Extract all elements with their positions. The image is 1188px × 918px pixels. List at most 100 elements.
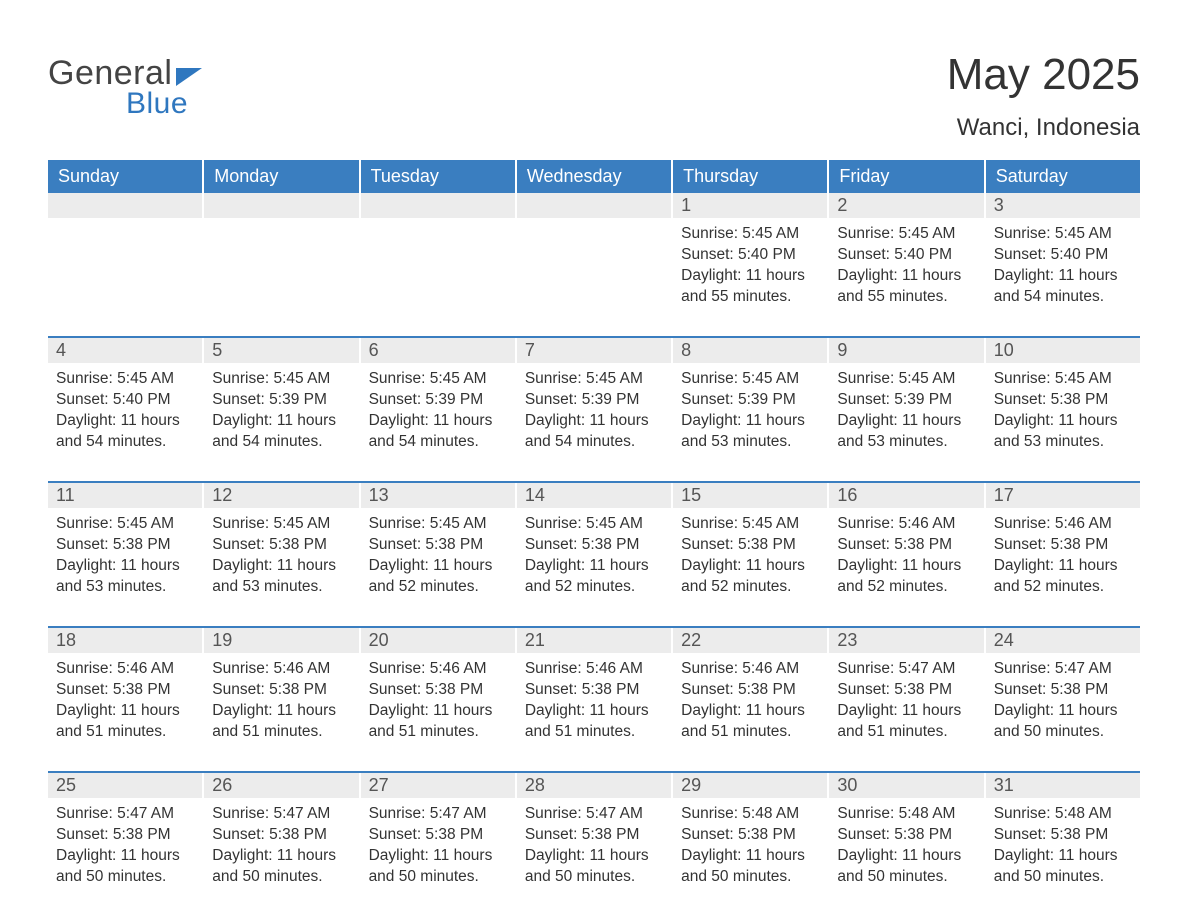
day-info-line: Sunset: 5:38 PM xyxy=(369,825,507,846)
day-info-line: Sunset: 5:39 PM xyxy=(212,390,350,411)
day-info-line: and 51 minutes. xyxy=(681,722,819,743)
day-cell: Sunrise: 5:45 AMSunset: 5:38 PMDaylight:… xyxy=(517,508,671,612)
day-cell: Sunrise: 5:46 AMSunset: 5:38 PMDaylight:… xyxy=(48,653,202,757)
day-info-line: Sunrise: 5:46 AM xyxy=(369,659,507,680)
day-info-line: Sunrise: 5:45 AM xyxy=(994,369,1132,390)
day-number: 3 xyxy=(986,193,1140,218)
day-number xyxy=(361,193,515,218)
day-info-line: Daylight: 11 hours xyxy=(212,701,350,722)
day-number: 6 xyxy=(361,338,515,363)
day-info-line: Sunrise: 5:45 AM xyxy=(681,369,819,390)
day-number: 18 xyxy=(48,628,202,653)
day-cell: Sunrise: 5:45 AMSunset: 5:38 PMDaylight:… xyxy=(48,508,202,612)
day-cell: Sunrise: 5:45 AMSunset: 5:40 PMDaylight:… xyxy=(673,218,827,322)
day-info-line: Sunrise: 5:45 AM xyxy=(681,224,819,245)
day-info-line: Daylight: 11 hours xyxy=(212,556,350,577)
day-number: 11 xyxy=(48,483,202,508)
weekday-header: Wednesday xyxy=(517,160,671,193)
day-info-line: Sunrise: 5:45 AM xyxy=(525,514,663,535)
day-info-line: Sunrise: 5:45 AM xyxy=(212,514,350,535)
day-info-line: and 53 minutes. xyxy=(837,432,975,453)
day-info-line: Sunrise: 5:46 AM xyxy=(56,659,194,680)
day-info-line: Sunrise: 5:46 AM xyxy=(212,659,350,680)
day-info-line: Sunset: 5:39 PM xyxy=(369,390,507,411)
day-info-line: and 54 minutes. xyxy=(56,432,194,453)
day-info-line: Sunrise: 5:46 AM xyxy=(994,514,1132,535)
month-title: May 2025 xyxy=(947,50,1140,100)
day-info-line: Sunset: 5:38 PM xyxy=(994,680,1132,701)
day-cell: Sunrise: 5:46 AMSunset: 5:38 PMDaylight:… xyxy=(204,653,358,757)
day-info-line: Sunrise: 5:48 AM xyxy=(837,804,975,825)
day-info-line: and 51 minutes. xyxy=(56,722,194,743)
day-info-line: Daylight: 11 hours xyxy=(212,846,350,867)
day-number: 25 xyxy=(48,773,202,798)
day-number: 2 xyxy=(829,193,983,218)
day-info-line: Daylight: 11 hours xyxy=(837,266,975,287)
day-info-line: Sunrise: 5:46 AM xyxy=(837,514,975,535)
day-info-line: and 54 minutes. xyxy=(525,432,663,453)
day-info-line: and 50 minutes. xyxy=(681,867,819,888)
day-cell: Sunrise: 5:47 AMSunset: 5:38 PMDaylight:… xyxy=(48,798,202,902)
day-info-line: Daylight: 11 hours xyxy=(56,701,194,722)
day-info-line: Daylight: 11 hours xyxy=(369,846,507,867)
day-info-line: and 53 minutes. xyxy=(56,577,194,598)
day-cell xyxy=(204,218,358,322)
day-info-line: Daylight: 11 hours xyxy=(681,556,819,577)
day-info-line: Daylight: 11 hours xyxy=(525,556,663,577)
day-info-line: Daylight: 11 hours xyxy=(56,556,194,577)
day-info-line: Daylight: 11 hours xyxy=(525,701,663,722)
day-info-line: and 50 minutes. xyxy=(212,867,350,888)
weekday-header: Sunday xyxy=(48,160,202,193)
day-cell: Sunrise: 5:45 AMSunset: 5:39 PMDaylight:… xyxy=(204,363,358,467)
day-info-line: Sunset: 5:38 PM xyxy=(369,535,507,556)
day-number: 15 xyxy=(673,483,827,508)
day-info-line: Sunrise: 5:48 AM xyxy=(994,804,1132,825)
day-number: 30 xyxy=(829,773,983,798)
day-cell: Sunrise: 5:47 AMSunset: 5:38 PMDaylight:… xyxy=(829,653,983,757)
day-cell: Sunrise: 5:46 AMSunset: 5:38 PMDaylight:… xyxy=(829,508,983,612)
day-cell: Sunrise: 5:46 AMSunset: 5:38 PMDaylight:… xyxy=(517,653,671,757)
location-label: Wanci, Indonesia xyxy=(947,114,1140,142)
day-info-line: and 55 minutes. xyxy=(681,287,819,308)
day-info-line: and 51 minutes. xyxy=(212,722,350,743)
day-info-line: Sunset: 5:40 PM xyxy=(837,245,975,266)
day-info-line: Daylight: 11 hours xyxy=(56,846,194,867)
day-info-line: Sunrise: 5:45 AM xyxy=(369,514,507,535)
weekday-header: Thursday xyxy=(673,160,827,193)
day-cell xyxy=(361,218,515,322)
day-info-line: Sunset: 5:39 PM xyxy=(837,390,975,411)
weekday-header: Saturday xyxy=(986,160,1140,193)
day-info-line: Sunrise: 5:47 AM xyxy=(994,659,1132,680)
day-info-line: and 51 minutes. xyxy=(525,722,663,743)
day-number: 16 xyxy=(829,483,983,508)
day-number: 20 xyxy=(361,628,515,653)
day-number: 5 xyxy=(204,338,358,363)
day-info-line: Sunset: 5:38 PM xyxy=(212,825,350,846)
day-info-line: Sunrise: 5:46 AM xyxy=(525,659,663,680)
day-info-line: Daylight: 11 hours xyxy=(994,846,1132,867)
day-number: 28 xyxy=(517,773,671,798)
day-info-line: Sunset: 5:38 PM xyxy=(525,680,663,701)
day-cell: Sunrise: 5:47 AMSunset: 5:38 PMDaylight:… xyxy=(361,798,515,902)
day-info-line: Daylight: 11 hours xyxy=(369,556,507,577)
logo-triangle-icon xyxy=(176,68,202,86)
day-info-line: Daylight: 11 hours xyxy=(994,556,1132,577)
day-number: 4 xyxy=(48,338,202,363)
day-number: 12 xyxy=(204,483,358,508)
day-info-line: Sunset: 5:38 PM xyxy=(212,680,350,701)
weekday-header: Tuesday xyxy=(361,160,515,193)
day-info-line: Sunrise: 5:45 AM xyxy=(681,514,819,535)
day-info-line: Sunset: 5:38 PM xyxy=(56,680,194,701)
weekday-header: Friday xyxy=(829,160,983,193)
day-info-line: Sunrise: 5:47 AM xyxy=(212,804,350,825)
day-info-line: and 55 minutes. xyxy=(837,287,975,308)
day-info-line: Sunrise: 5:48 AM xyxy=(681,804,819,825)
day-cell: Sunrise: 5:45 AMSunset: 5:38 PMDaylight:… xyxy=(673,508,827,612)
day-info-line: Daylight: 11 hours xyxy=(56,411,194,432)
day-info-line: Sunrise: 5:45 AM xyxy=(369,369,507,390)
day-info-line: Daylight: 11 hours xyxy=(525,846,663,867)
day-info-line: Sunset: 5:38 PM xyxy=(681,825,819,846)
day-info-line: Sunrise: 5:45 AM xyxy=(56,369,194,390)
day-number: 29 xyxy=(673,773,827,798)
day-info-line: Sunrise: 5:45 AM xyxy=(994,224,1132,245)
